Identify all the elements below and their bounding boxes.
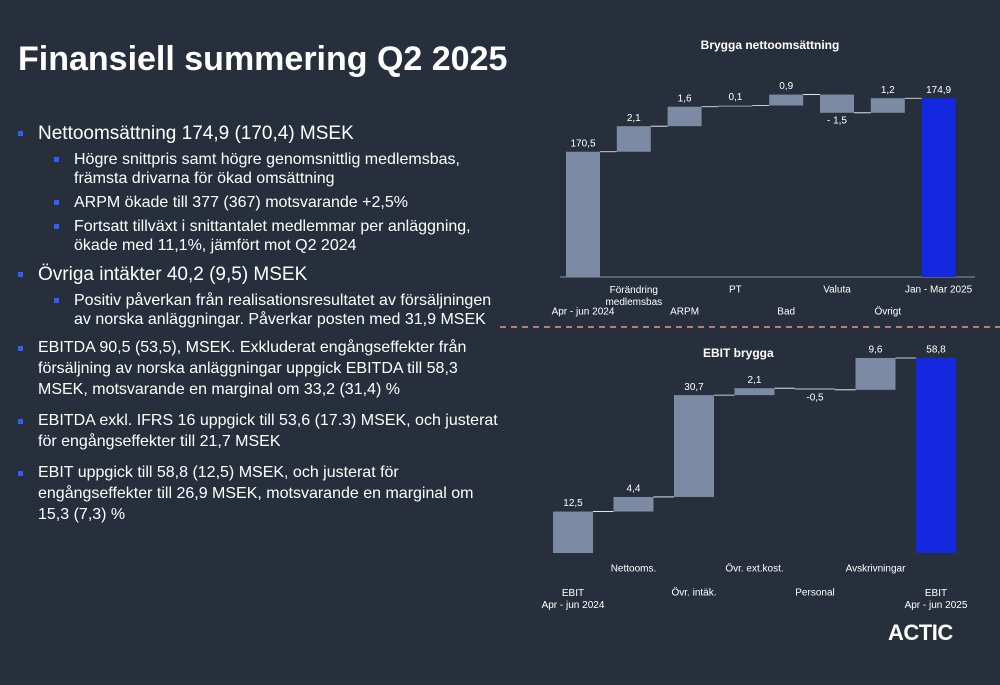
bar [734, 388, 775, 396]
category-label: EBIT Apr - jun 2025 [905, 588, 968, 611]
value-label: 2,1 [627, 113, 641, 124]
value-label: -0,5 [806, 392, 824, 403]
value-label: 170,5 [570, 138, 595, 149]
bar [769, 94, 804, 106]
category-label-line: Apr - jun 2024 [542, 600, 605, 611]
bullet: Nettoomsättning 174,9 (170,4) MSEK Högre … [18, 122, 508, 255]
bullet-text: EBITDA 90,5 (53,5), MSEK. Exkluderat eng… [38, 339, 467, 398]
value-label: 1,2 [881, 85, 895, 96]
category-label-line: Förändring [610, 285, 658, 296]
bar [795, 388, 835, 390]
bullet: EBIT uppgick till 58,8 (12,5) MSEK, och … [18, 462, 508, 525]
category-label: Bad [777, 307, 795, 318]
category-label-line: EBIT [562, 588, 584, 599]
bar [718, 105, 753, 107]
value-label: 58,8 [926, 345, 946, 356]
category-label: Jan - Mar 2025 [905, 285, 973, 296]
sub-bullet: ARPM ökade till 377 (367) motsvarande +2… [38, 193, 508, 212]
bar [667, 106, 702, 127]
category-label-line: Apr - jun 2025 [905, 600, 968, 611]
category-label-line: EBIT [925, 588, 947, 599]
value-label: 30,7 [684, 382, 704, 393]
category-label: Valuta [823, 285, 851, 296]
value-label: 0,9 [779, 81, 793, 92]
value-label: - 1,5 [827, 115, 847, 126]
category-label: Övr. intäk. [671, 587, 716, 599]
category-label-line: medlemsbas [605, 297, 662, 308]
bullet-text: EBIT uppgick till 58,8 (12,5) MSEK, och … [38, 464, 474, 523]
bar [566, 151, 600, 277]
chart-title: EBIT brygga [703, 346, 774, 360]
bar [613, 496, 654, 512]
sub-bullet: Positiv påverkan från realisationsresult… [38, 291, 508, 329]
bullet-text: Nettoomsättning 174,9 (170,4) MSEK [38, 123, 354, 144]
category-label: Personal [795, 588, 834, 599]
bullet-text: Övriga intäkter 40,2 (9,5) MSEK [38, 264, 308, 285]
category-label: ARPM [670, 307, 699, 318]
category-label: Nettooms. [611, 564, 657, 575]
category-label: Apr - jun 2024 [552, 307, 615, 318]
bar [916, 358, 956, 553]
chart-title: Brygga nettoomsättning [701, 38, 840, 52]
sub-bullet: Fortsatt tillväxt i snittantalet medlemm… [38, 217, 508, 255]
bar [921, 98, 956, 277]
bullet-list: Nettoomsättning 174,9 (170,4) MSEK Högre … [18, 122, 508, 535]
category-label: Övrigt [874, 306, 901, 318]
bar [870, 98, 905, 113]
bullet: EBITDA 90,5 (53,5), MSEK. Exkluderat eng… [18, 337, 508, 400]
category-label: Övr. ext.kost. [725, 563, 783, 575]
category-label: PT [729, 285, 742, 296]
bullet: Övriga intäkter 40,2 (9,5) MSEK Positiv p… [18, 263, 508, 329]
bar [674, 395, 714, 497]
value-label: 4,4 [627, 484, 641, 495]
value-label: 0,1 [728, 92, 742, 103]
value-label: 174,9 [926, 85, 951, 96]
sub-list: Högre snittpris samt högre genomsnittlig… [38, 150, 508, 255]
sub-list: Positiv påverkan från realisationsresult… [38, 291, 508, 329]
bar [855, 358, 896, 390]
category-label: Avskrivningar [846, 564, 907, 575]
category-label: EBIT Apr - jun 2024 [542, 588, 605, 611]
bullet-text: EBITDA exkl. IFRS 16 uppgick till 53,6 (… [38, 412, 498, 450]
bar [616, 126, 651, 152]
logo: ACTIC [888, 620, 953, 645]
sub-bullet: Högre snittpris samt högre genomsnittlig… [38, 150, 508, 188]
bullet: EBITDA exkl. IFRS 16 uppgick till 53,6 (… [18, 410, 508, 452]
value-label: 2,1 [748, 375, 762, 386]
value-label: 1,6 [678, 93, 692, 104]
value-label: 9,6 [869, 345, 883, 356]
value-label: 12,5 [563, 498, 583, 509]
category-label: Förändring medlemsbas [605, 285, 662, 308]
bar [820, 94, 854, 113]
slide-title: Finansiell summering Q2 2025 [18, 40, 508, 78]
bar [553, 511, 593, 553]
